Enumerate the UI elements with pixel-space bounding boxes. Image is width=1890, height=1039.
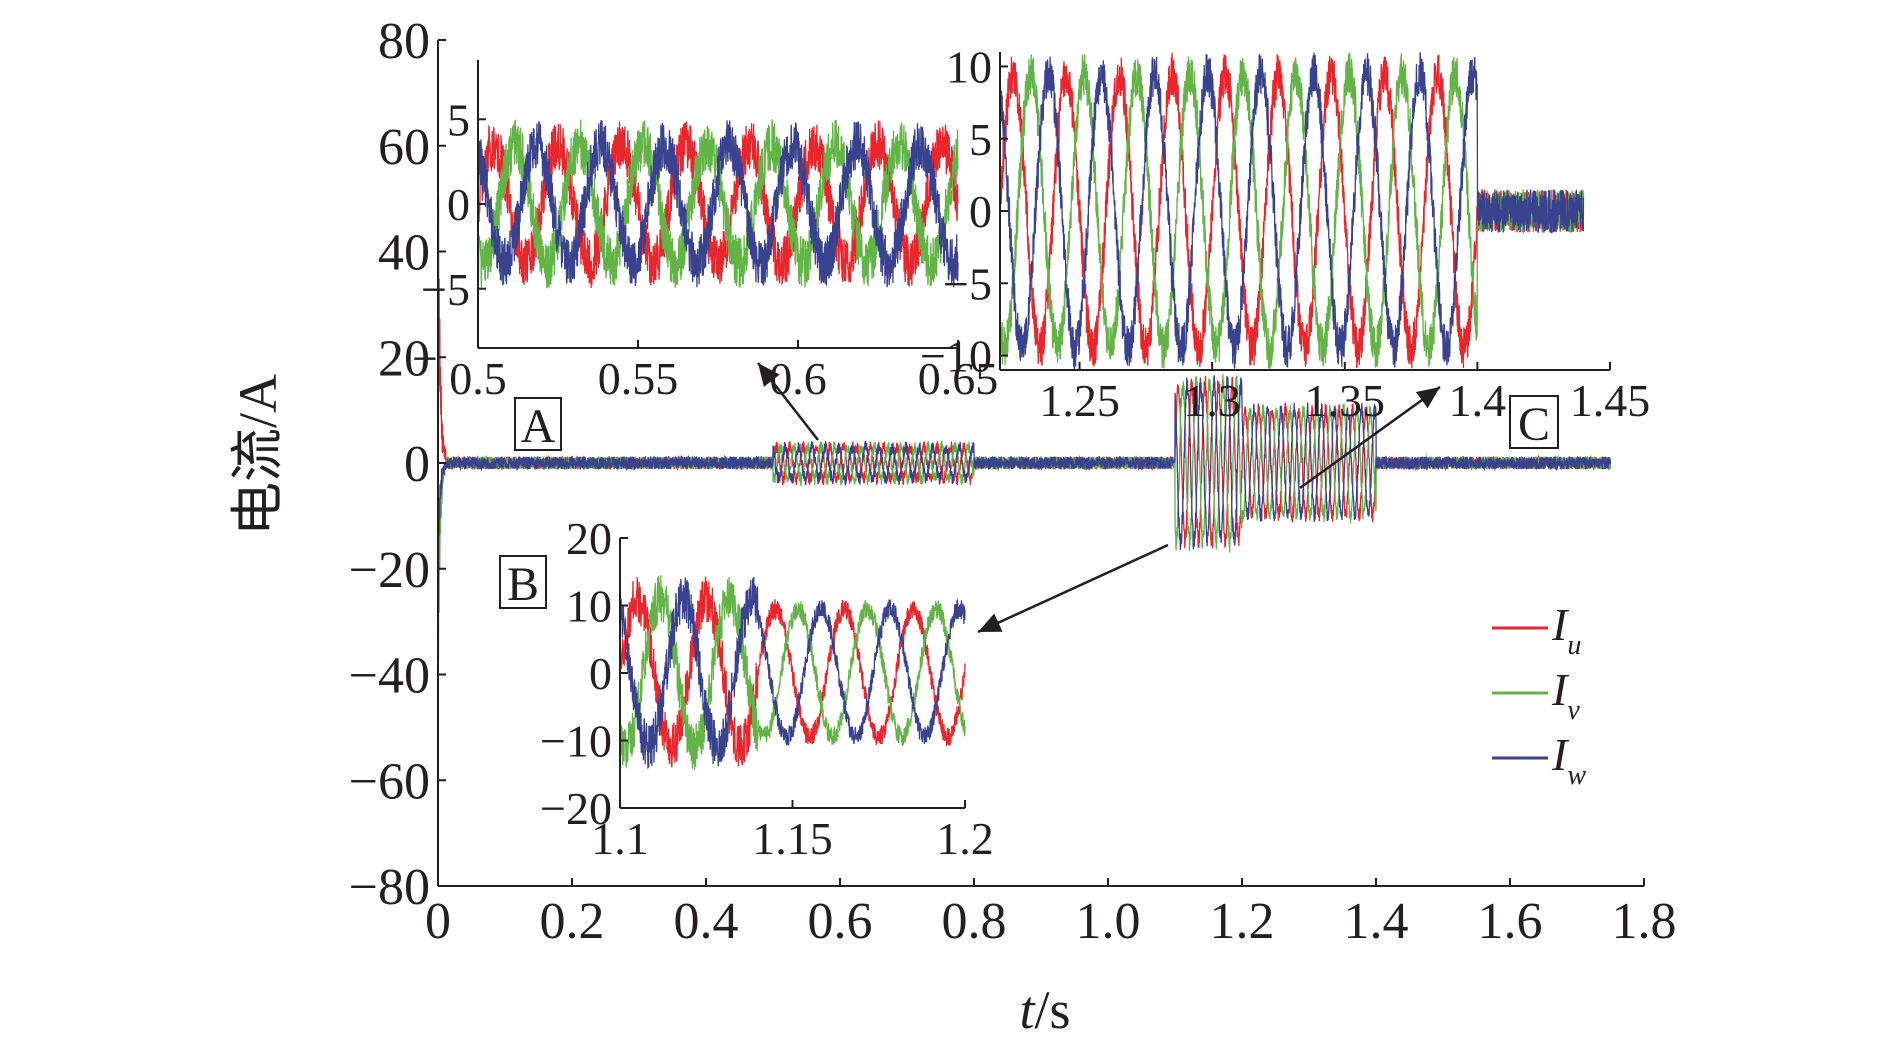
inset-a-y-tick-label: −5 bbox=[421, 264, 470, 315]
inset-b-x-tick-label: 1.15 bbox=[752, 813, 833, 864]
inset-a-series-iw bbox=[477, 119, 959, 288]
inset-a-traces bbox=[477, 118, 959, 289]
inset-a-y-tick-label: 5 bbox=[447, 94, 470, 145]
inset-b: 1.1 1.15 1.2 20 10 0 −10 −20 B bbox=[499, 513, 994, 864]
main-series-iv bbox=[437, 374, 1612, 671]
inset-a-x-tick-label: 0.65 bbox=[918, 353, 999, 404]
legend-label-iv: Iv bbox=[1551, 664, 1580, 726]
inset-c-x-tick-label: 1.45 bbox=[1570, 375, 1651, 426]
inset-a: 0.5 0.55 0.6 0.65 5 0 −5 A − bbox=[412, 60, 998, 453]
legend-sym-iv: I bbox=[1551, 664, 1570, 715]
x-axis-label-var: t bbox=[1019, 980, 1036, 1039]
main-y-tick-label: 40 bbox=[378, 225, 430, 282]
inset-c-x-tick-label: 1.25 bbox=[1039, 375, 1120, 426]
main-x-tick-label: 0 bbox=[425, 893, 451, 950]
inset-c-label-box bbox=[1509, 395, 1559, 449]
inset-c-x-tick-label: 1.35 bbox=[1305, 375, 1386, 426]
inset-c-y-tick-label: −5 bbox=[943, 258, 992, 309]
inset-a-label-box bbox=[514, 397, 562, 451]
main-x-tick-label: 1.4 bbox=[1344, 893, 1409, 950]
inset-c-y-tick-label: −10 bbox=[920, 331, 992, 382]
main-y-tick-label: −40 bbox=[349, 648, 430, 705]
inset-a-clipped-tick: − bbox=[412, 333, 438, 384]
inset-c: 1.25 1.3 1.35 1.4 1.45 10 5 0 −5 −10 C bbox=[920, 42, 1650, 451]
inset-c-traces bbox=[999, 52, 1585, 370]
main-y-tick-label: 60 bbox=[378, 119, 430, 176]
legend-sym-iu: I bbox=[1551, 599, 1570, 650]
main-x-tick-label: 0.2 bbox=[540, 893, 605, 950]
main-y-tick-label: 0 bbox=[404, 436, 430, 493]
legend: Iu Iv Iw bbox=[1492, 599, 1586, 791]
main-x-tick-label: 1.8 bbox=[1612, 893, 1677, 950]
legend-sub-iv: v bbox=[1567, 695, 1580, 726]
inset-c-y-tick-label: 5 bbox=[969, 114, 992, 165]
inset-b-y-tick-label: 10 bbox=[566, 581, 612, 632]
inset-c-x-tick-label: 1.4 bbox=[1449, 375, 1507, 426]
inset-c-series-iw bbox=[999, 52, 1585, 370]
legend-sym-iw: I bbox=[1551, 729, 1570, 780]
arrow-b bbox=[977, 543, 1169, 634]
arrow-c bbox=[1299, 385, 1441, 490]
inset-c-y-tick-label: 0 bbox=[969, 186, 992, 237]
inset-c-x-tick-label: 1.3 bbox=[1183, 375, 1241, 426]
main-x-tick-label: 0.6 bbox=[808, 893, 873, 950]
main-x-tick-label: 1.0 bbox=[1076, 893, 1141, 950]
main-x-tick-label: 1.2 bbox=[1210, 893, 1275, 950]
main-series-iw bbox=[437, 375, 1612, 571]
inset-a-label: A bbox=[521, 400, 556, 453]
inset-b-y-tick-label: 20 bbox=[566, 513, 612, 564]
inset-b-label-box bbox=[499, 555, 547, 609]
legend-sub-iw: w bbox=[1567, 760, 1586, 791]
inset-b-x-tick-label: 1.1 bbox=[591, 813, 649, 864]
inset-b-traces bbox=[619, 575, 966, 770]
inset-a-x-tick-label: 0.55 bbox=[598, 353, 679, 404]
inset-b-y-tick-label: 0 bbox=[589, 648, 612, 699]
main-y-tick-label: 80 bbox=[378, 13, 430, 70]
inset-b-y-tick-label: −20 bbox=[540, 783, 612, 834]
inset-c-y-tick-label: 10 bbox=[946, 42, 992, 93]
inset-c-label: C bbox=[1518, 398, 1550, 451]
main-y-tick-label: −80 bbox=[349, 859, 430, 916]
main-traces bbox=[437, 188, 1612, 671]
inset-a-y-tick-label: 0 bbox=[447, 179, 470, 230]
inset-a-series-iu bbox=[477, 120, 959, 289]
main-x-tick-label: 1.6 bbox=[1478, 893, 1543, 950]
main-x-tick-label: 0.8 bbox=[942, 893, 1007, 950]
inset-b-x-tick-label: 1.2 bbox=[936, 813, 994, 864]
inset-b-label: B bbox=[507, 558, 539, 611]
inset-b-series-iv bbox=[619, 575, 966, 770]
x-axis-label-unit: /s bbox=[1034, 980, 1070, 1039]
legend-label-iu: Iu bbox=[1551, 599, 1581, 661]
main-x-tick-label: 0.4 bbox=[674, 893, 739, 950]
x-axis-label: t/s bbox=[1019, 980, 1070, 1039]
inset-b-y-tick-label: −10 bbox=[540, 716, 612, 767]
inset-a-x-tick-label: 0.5 bbox=[449, 353, 507, 404]
legend-label-iw: Iw bbox=[1551, 729, 1586, 791]
inset-b-series-iw bbox=[619, 576, 966, 769]
main-y-tick-label: 20 bbox=[378, 330, 430, 387]
y-axis-label: 电流/A bbox=[228, 374, 288, 536]
main-y-tick-label: −20 bbox=[349, 542, 430, 599]
inset-b-series-iu bbox=[619, 576, 966, 768]
main-y-tick-label: −60 bbox=[349, 753, 430, 810]
inset-a-x-tick-label: 0.6 bbox=[769, 353, 827, 404]
legend-sub-iu: u bbox=[1567, 630, 1581, 661]
arrow-a bbox=[757, 362, 819, 441]
inset-a-background bbox=[478, 60, 958, 348]
main-axes: 0 0.2 0.4 0.6 0.8 1.0 1.2 1.4 1.6 1.8−80−60−40−20… bbox=[349, 13, 1677, 950]
